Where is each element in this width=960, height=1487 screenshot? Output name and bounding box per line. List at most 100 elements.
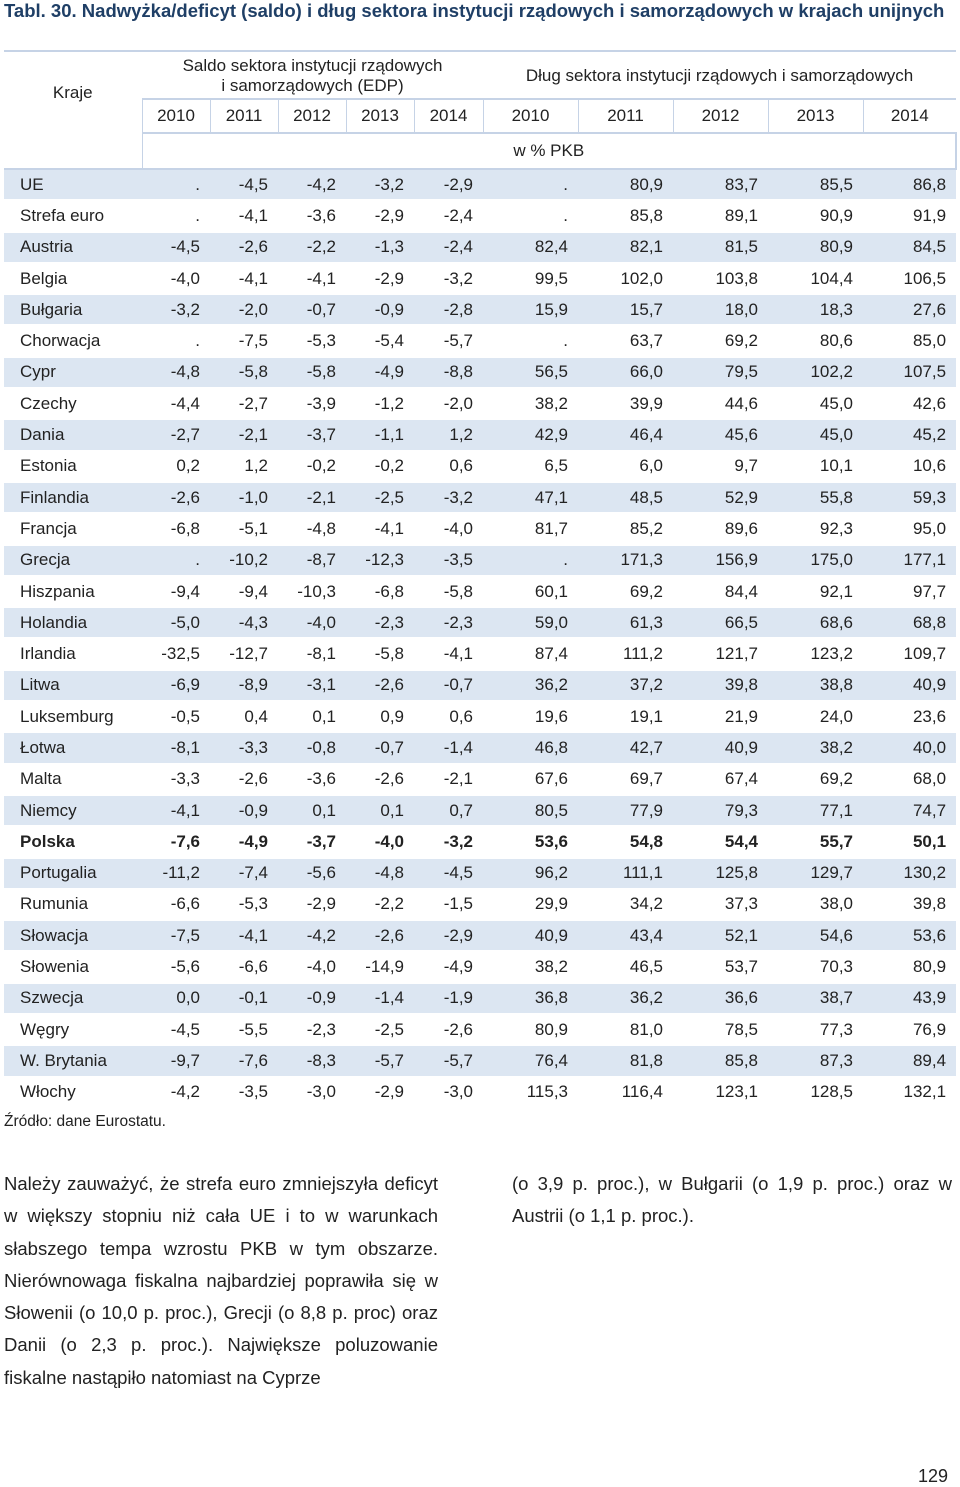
country-name: Słowenia bbox=[4, 951, 142, 984]
table-row: Luksemburg -0,5 0,4 0,1 0,9 0,6 19,6 19,1 21,9 24… bbox=[4, 701, 957, 734]
saldo-cell: -2,3 bbox=[414, 607, 483, 640]
saldo-cell: -5,5 bbox=[210, 1014, 278, 1047]
saldo-cell: 0,6 bbox=[414, 701, 483, 734]
table-row: Niemcy -4,1 -0,9 0,1 0,1 0,7 80,5 77,9 79,3 77,1 7… bbox=[4, 794, 957, 828]
dlug-cell: 55,8 bbox=[768, 481, 863, 515]
dlug-cell: 109,7 bbox=[863, 638, 957, 671]
saldo-cell: -1,5 bbox=[414, 888, 483, 922]
saldo-cell: -0,1 bbox=[210, 982, 278, 1016]
dlug-cell: 59,3 bbox=[863, 481, 957, 515]
dlug-cell: 19,6 bbox=[483, 701, 578, 734]
country-name: Holandia bbox=[4, 607, 142, 640]
saldo-cell: -2,7 bbox=[210, 388, 278, 421]
country-name: Austria bbox=[4, 231, 142, 264]
saldo-cell: -2,6 bbox=[414, 1014, 483, 1047]
dlug-cell: 99,5 bbox=[483, 262, 578, 296]
header-unit-blank bbox=[4, 133, 142, 170]
saldo-cell: -8,9 bbox=[210, 669, 278, 703]
saldo-cell: -5,6 bbox=[278, 857, 346, 890]
dlug-cell: 52,1 bbox=[673, 920, 768, 953]
dlug-cell: 66,5 bbox=[673, 607, 768, 640]
dlug-cell: 69,7 bbox=[578, 763, 673, 796]
saldo-cell: -3,9 bbox=[278, 388, 346, 421]
saldo-cell: -5,7 bbox=[346, 1045, 414, 1078]
saldo-cell: -4,1 bbox=[278, 262, 346, 296]
dlug-cell: 10,6 bbox=[863, 450, 957, 483]
saldo-cell: 0,1 bbox=[346, 794, 414, 828]
dlug-cell: 45,6 bbox=[673, 419, 768, 452]
dlug-cell: 42,9 bbox=[483, 419, 578, 452]
dlug-cell: 68,0 bbox=[863, 763, 957, 796]
table-row: Litwa -6,9 -8,9 -3,1 -2,6 -0,7 36,2 37,2 39,8 38,… bbox=[4, 669, 957, 703]
header-years-row: 2010 2011 2012 2013 2014 2010 2011 2012 2013 2014 bbox=[4, 98, 957, 133]
saldo-cell: -3,2 bbox=[414, 826, 483, 859]
dlug-cell: 111,1 bbox=[578, 857, 673, 890]
dlug-cell: 21,9 bbox=[673, 701, 768, 734]
table-row: Holandia -5,0 -4,3 -4,0 -2,3 -2,3 59,0 61,3 66,5… bbox=[4, 607, 957, 640]
saldo-cell: -2,7 bbox=[142, 419, 210, 452]
dlug-cell: 89,1 bbox=[673, 200, 768, 233]
table-row: W. Brytania -9,7 -7,6 -8,3 -5,7 -5,7 76,4 81,8 8… bbox=[4, 1045, 957, 1078]
dlug-cell: 81,5 bbox=[673, 231, 768, 264]
saldo-cell: 1,2 bbox=[210, 450, 278, 483]
country-name: Belgia bbox=[4, 262, 142, 296]
saldo-cell: -0,2 bbox=[346, 450, 414, 483]
saldo-cell: -2,9 bbox=[278, 888, 346, 922]
table-row: Estonia 0,2 1,2 -0,2 -0,2 0,6 6,5 6,0 9,7 10,1 10,… bbox=[4, 450, 957, 483]
dlug-cell: 87,3 bbox=[768, 1045, 863, 1078]
dlug-cell: 37,3 bbox=[673, 888, 768, 922]
dlug-cell: 111,2 bbox=[578, 638, 673, 671]
saldo-cell: -4,0 bbox=[142, 262, 210, 296]
dlug-cell: 15,9 bbox=[483, 294, 578, 327]
saldo-cell: -4,8 bbox=[346, 857, 414, 890]
dlug-cell: 53,7 bbox=[673, 951, 768, 984]
saldo-cell: -14,9 bbox=[346, 951, 414, 984]
saldo-cell: -4,5 bbox=[142, 231, 210, 264]
saldo-cell: -32,5 bbox=[142, 638, 210, 671]
country-name: Hiszpania bbox=[4, 575, 142, 609]
dlug-cell: 44,6 bbox=[673, 388, 768, 421]
saldo-cell: -3,5 bbox=[210, 1076, 278, 1109]
saldo-cell: -7,6 bbox=[210, 1045, 278, 1078]
dlug-cell: 81,0 bbox=[578, 1014, 673, 1047]
saldo-cell: -4,5 bbox=[210, 169, 278, 202]
saldo-cell: -4,9 bbox=[346, 356, 414, 390]
country-name: Portugalia bbox=[4, 857, 142, 890]
country-name: Finlandia bbox=[4, 481, 142, 515]
table-body: UE. -4,5 -4,2 -3,2 -2,9. 80,9 83,7 85,5 86,8 Stre… bbox=[4, 169, 957, 1109]
dlug-cell: 18,3 bbox=[768, 294, 863, 327]
dlug-cell: 85,5 bbox=[768, 169, 863, 202]
header-kraje: Kraje bbox=[4, 50, 142, 133]
saldo-cell: -4,9 bbox=[210, 826, 278, 859]
dlug-cell: 87,4 bbox=[483, 638, 578, 671]
fiscal-table-wrapper: Kraje Saldo sektora instytucji rządowych… bbox=[4, 50, 958, 1109]
saldo-cell: -0,7 bbox=[278, 294, 346, 327]
saldo-cell: -0,8 bbox=[278, 732, 346, 765]
dlug-cell: 82,4 bbox=[483, 231, 578, 264]
saldo-cell: -2,3 bbox=[346, 607, 414, 640]
country-name: Rumunia bbox=[4, 888, 142, 922]
saldo-cell: 1,2 bbox=[414, 419, 483, 452]
saldo-cell: -1,4 bbox=[414, 732, 483, 765]
dlug-cell: . bbox=[483, 200, 578, 233]
saldo-cell: -4,1 bbox=[414, 638, 483, 671]
dlug-cell: 34,2 bbox=[578, 888, 673, 922]
dlug-cell: 80,9 bbox=[483, 1014, 578, 1047]
dlug-cell: 48,5 bbox=[578, 481, 673, 515]
dlug-cell: 59,0 bbox=[483, 607, 578, 640]
dlug-cell: 36,6 bbox=[673, 982, 768, 1016]
table-row: Strefa euro. -4,1 -3,6 -2,9 -2,4. 85,8 89,1 90,… bbox=[4, 200, 957, 233]
dlug-cell: 38,7 bbox=[768, 982, 863, 1016]
dlug-cell: 171,3 bbox=[578, 544, 673, 577]
dlug-cell: 102,0 bbox=[578, 262, 673, 296]
table-row: Chorwacja. -7,5 -5,3 -5,4 -5,7. 63,7 69,2 80,6 8… bbox=[4, 325, 957, 358]
saldo-cell: -4,0 bbox=[278, 607, 346, 640]
saldo-cell: -7,6 bbox=[142, 826, 210, 859]
dlug-cell: 85,8 bbox=[673, 1045, 768, 1078]
dlug-cell: 43,4 bbox=[578, 920, 673, 953]
dlug-cell: 45,0 bbox=[768, 388, 863, 421]
table-row: Malta -3,3 -2,6 -3,6 -2,6 -2,1 67,6 69,7 67,4 69,… bbox=[4, 763, 957, 796]
saldo-cell: -3,3 bbox=[210, 732, 278, 765]
table-title: Tabl. 30. Nadwyżka/deficyt (saldo) i dłu… bbox=[4, 0, 945, 21]
saldo-cell: . bbox=[142, 169, 210, 202]
